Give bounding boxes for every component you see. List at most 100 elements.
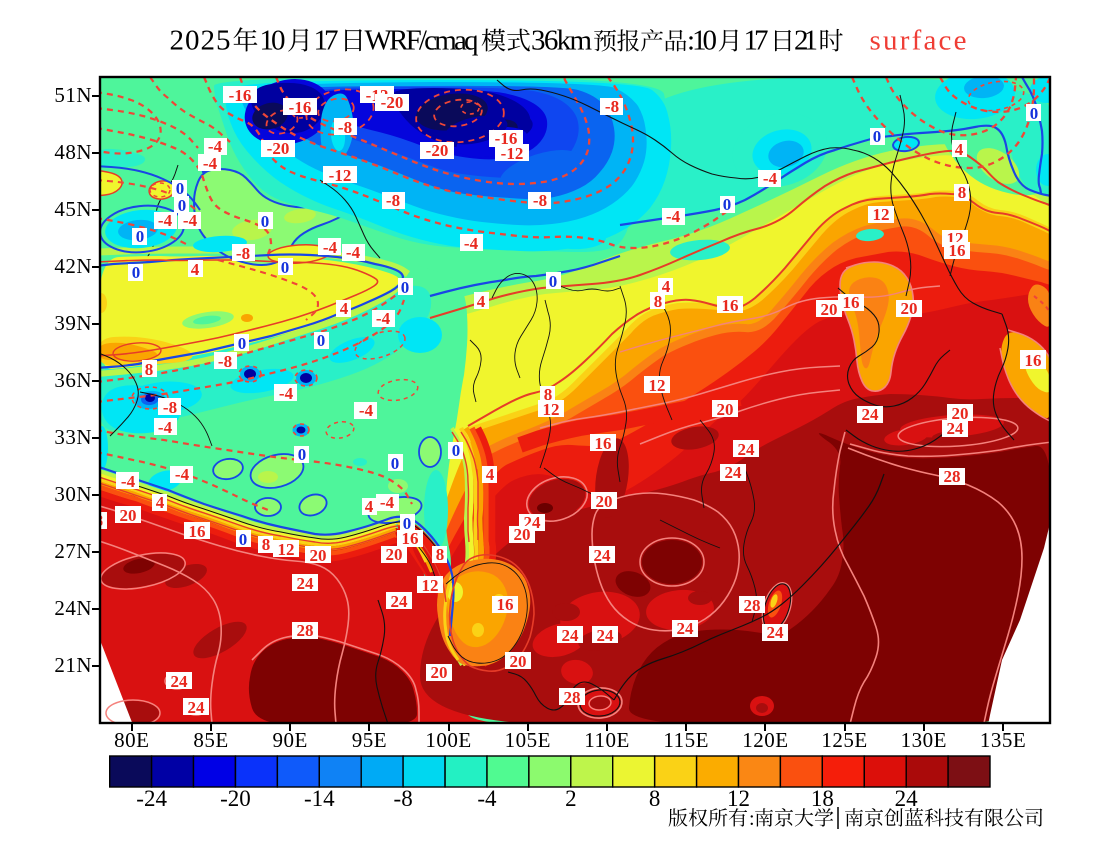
svg-text:24: 24 [594, 546, 612, 565]
svg-text:125E: 125E [821, 728, 867, 752]
svg-text:16: 16 [402, 529, 419, 548]
svg-text:130E: 130E [901, 728, 947, 752]
svg-text:8: 8 [654, 292, 663, 311]
svg-text:39N: 39N [54, 311, 92, 335]
svg-text:24: 24 [895, 786, 919, 811]
svg-text:-4: -4 [666, 207, 681, 226]
svg-text:-4: -4 [763, 169, 778, 188]
svg-text:8: 8 [436, 545, 445, 564]
svg-text:30N: 30N [54, 482, 92, 506]
svg-text:24: 24 [738, 440, 756, 459]
svg-text:0: 0 [317, 331, 326, 350]
svg-text:24N: 24N [54, 596, 92, 620]
svg-text:-20: -20 [267, 139, 290, 158]
svg-text:-8: -8 [386, 191, 400, 210]
svg-text:16: 16 [497, 595, 514, 614]
svg-text:4: 4 [191, 260, 200, 279]
svg-text:0: 0 [298, 445, 307, 464]
svg-text:16: 16 [189, 522, 206, 541]
svg-text:-4: -4 [279, 384, 294, 403]
svg-text:12: 12 [278, 540, 295, 559]
svg-text:105E: 105E [505, 728, 551, 752]
svg-text:-8: -8 [218, 352, 232, 371]
svg-text:20: 20 [717, 400, 734, 419]
svg-text:4: 4 [340, 299, 349, 318]
svg-text:0: 0 [403, 514, 412, 533]
svg-text:24: 24 [597, 626, 615, 645]
svg-text:24: 24 [862, 405, 880, 424]
svg-text:0: 0 [723, 195, 732, 214]
svg-text:8: 8 [958, 183, 967, 202]
svg-text:20: 20 [514, 525, 531, 544]
svg-text:0: 0 [132, 263, 141, 282]
svg-text:24: 24 [725, 463, 743, 482]
svg-text:-4: -4 [203, 154, 218, 173]
svg-text:-4: -4 [208, 137, 223, 156]
svg-text:8: 8 [262, 535, 271, 554]
svg-text:-4: -4 [175, 465, 190, 484]
svg-text:-4: -4 [346, 243, 361, 262]
svg-text:24: 24 [947, 419, 965, 438]
svg-text:20: 20 [310, 546, 327, 565]
svg-text:20: 20 [821, 300, 838, 319]
svg-text:20: 20 [120, 506, 137, 525]
svg-text:-8: -8 [533, 191, 547, 210]
svg-text:4: 4 [955, 140, 964, 159]
svg-text:16: 16 [843, 293, 860, 312]
svg-text:0: 0 [178, 196, 187, 215]
svg-text:90E: 90E [273, 728, 308, 752]
svg-text::: : [749, 808, 755, 830]
svg-text:4: 4 [156, 493, 165, 512]
svg-text:0: 0 [873, 127, 882, 146]
svg-text:21N: 21N [54, 653, 92, 677]
svg-text:10: 10 [260, 25, 286, 57]
svg-text:12: 12 [422, 576, 439, 595]
svg-text:12: 12 [873, 205, 890, 224]
svg-text:24: 24 [562, 626, 580, 645]
svg-text:16: 16 [949, 241, 966, 260]
svg-text:-24: -24 [136, 786, 167, 811]
svg-text::: : [687, 25, 695, 57]
svg-text:20: 20 [431, 663, 448, 682]
svg-text:28: 28 [944, 467, 961, 486]
svg-text:20: 20 [901, 299, 918, 318]
svg-text:-4: -4 [323, 238, 338, 257]
svg-text:16: 16 [595, 434, 612, 453]
svg-text:17: 17 [744, 25, 769, 57]
svg-text:8: 8 [649, 786, 661, 811]
svg-text:-8: -8 [163, 398, 177, 417]
svg-text:4: 4 [662, 277, 671, 296]
svg-text:-8: -8 [236, 244, 250, 263]
svg-text:21: 21 [794, 25, 818, 57]
svg-text:8: 8 [145, 360, 154, 379]
svg-text:2025: 2025 [170, 25, 231, 57]
svg-text:27N: 27N [54, 539, 92, 563]
svg-text:0: 0 [136, 227, 145, 246]
svg-text:0: 0 [176, 179, 185, 198]
svg-text:12: 12 [543, 400, 560, 419]
svg-text:WRF/cmaq: WRF/cmaq [365, 25, 479, 57]
svg-text:95E: 95E [352, 728, 387, 752]
svg-text:-4: -4 [464, 234, 479, 253]
svg-text:10: 10 [692, 25, 717, 57]
svg-text:17: 17 [314, 25, 339, 57]
svg-text:0: 0 [281, 258, 290, 277]
svg-text:20: 20 [510, 652, 527, 671]
svg-text:24: 24 [767, 623, 785, 642]
svg-text:-20: -20 [426, 141, 449, 160]
svg-text:45N: 45N [54, 197, 92, 221]
svg-text:28: 28 [564, 688, 581, 707]
svg-text:24: 24 [677, 619, 695, 638]
svg-text:-4: -4 [158, 211, 173, 230]
svg-text:33N: 33N [54, 425, 92, 449]
svg-text:0: 0 [391, 454, 400, 473]
svg-text:8: 8 [544, 385, 553, 404]
svg-text:-4: -4 [477, 786, 497, 811]
svg-text:135E: 135E [980, 728, 1026, 752]
svg-text:42N: 42N [54, 254, 92, 278]
svg-text:36N: 36N [54, 368, 92, 392]
svg-text:-4: -4 [183, 211, 198, 230]
svg-text:-20: -20 [381, 93, 404, 112]
svg-text:-8: -8 [394, 786, 413, 811]
svg-text:18: 18 [811, 786, 834, 811]
